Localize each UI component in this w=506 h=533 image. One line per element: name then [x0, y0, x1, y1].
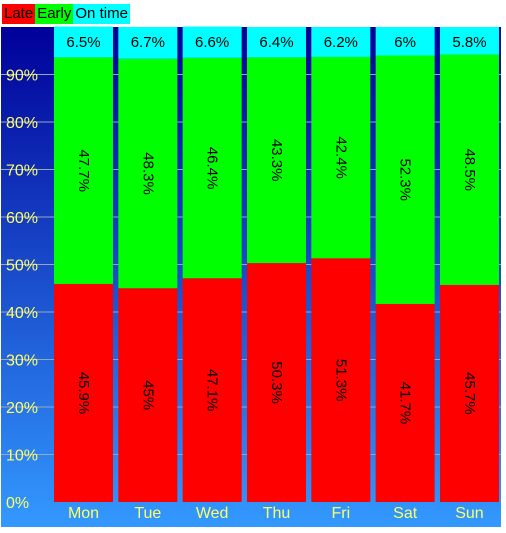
y-tick-label: 90% — [6, 68, 38, 85]
x-tick-label: Thu — [263, 505, 291, 522]
data-label: 6.5% — [66, 34, 100, 51]
data-label: 52.3% — [397, 158, 414, 201]
data-label: 41.7% — [397, 382, 414, 425]
data-label: 43.3% — [268, 139, 285, 182]
data-label: 45.7% — [461, 372, 478, 415]
data-label: 5.8% — [452, 34, 486, 51]
y-tick-label: 40% — [6, 305, 38, 322]
data-label: 6.4% — [259, 34, 293, 51]
x-tick-label: Mon — [68, 505, 99, 522]
data-label: 6.7% — [131, 34, 165, 51]
y-tick-label: 10% — [6, 448, 38, 465]
x-tick-label: Sat — [393, 505, 418, 522]
data-label: 47.1% — [204, 369, 221, 412]
data-label: 48.5% — [461, 148, 478, 191]
y-tick-label: 80% — [6, 115, 38, 132]
data-label: 50.3% — [268, 361, 285, 404]
data-label: 6% — [394, 34, 416, 51]
data-label: 45% — [139, 380, 156, 410]
data-label: 48.3% — [139, 152, 156, 195]
y-tick-label: 20% — [6, 400, 38, 417]
x-tick-label: Sun — [455, 505, 483, 522]
data-label: 51.3% — [332, 359, 349, 402]
y-tick-label: 0% — [6, 495, 29, 512]
y-tick-label: 60% — [6, 210, 38, 227]
x-tick-label: Fri — [331, 505, 350, 522]
data-label: 46.4% — [204, 147, 221, 190]
y-tick-label: 30% — [6, 353, 38, 370]
x-tick-label: Wed — [196, 505, 229, 522]
data-label: 45.9% — [75, 372, 92, 415]
data-label: 42.4% — [332, 136, 349, 179]
data-label: 6.6% — [195, 34, 229, 51]
y-tick-label: 50% — [6, 258, 38, 275]
data-label: 47.7% — [75, 149, 92, 192]
x-tick-label: Tue — [134, 505, 161, 522]
y-tick-label: 70% — [6, 163, 38, 180]
data-label: 6.2% — [324, 34, 358, 51]
